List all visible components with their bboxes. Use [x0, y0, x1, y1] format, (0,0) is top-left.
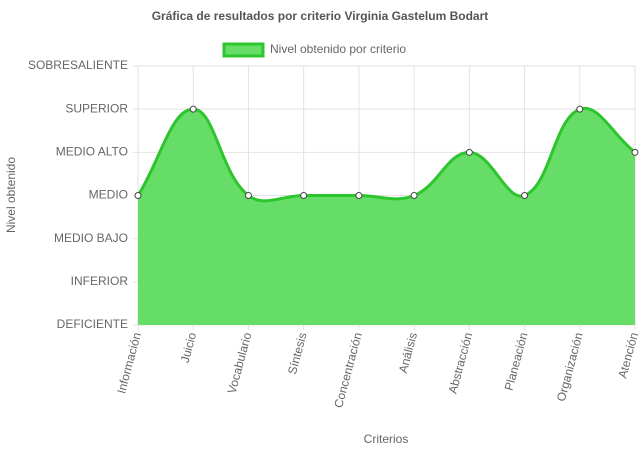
point	[189, 105, 197, 113]
x-tick-label: Vocabulario	[225, 331, 255, 396]
point	[521, 192, 529, 199]
x-tick-label: Organización	[554, 331, 586, 403]
point	[410, 192, 418, 199]
legend-swatch	[222, 42, 265, 58]
point	[300, 192, 308, 199]
x-axis-title: Criterios	[364, 432, 409, 446]
x-tick-label: Síntesis	[285, 331, 310, 376]
x-tick-label: Análisis	[396, 331, 420, 375]
x-tick-label: Información	[114, 331, 144, 395]
y-axis-title: Nivel obtenido	[4, 157, 18, 233]
x-tick-label: Atención	[615, 331, 639, 380]
x-tick-label: Concentración	[331, 331, 365, 409]
point	[465, 148, 473, 156]
x-tick-label: Planeación	[502, 331, 531, 392]
y-tick-label: SUPERIOR	[65, 101, 128, 115]
chart-title: Gráfica de resultados por criterio Virgi…	[152, 9, 489, 23]
y-tick-label: MEDIO BAJO	[54, 231, 128, 245]
area	[138, 108, 635, 325]
line	[136, 106, 636, 203]
y-tick-label: INFERIOR	[71, 274, 129, 288]
x-tick-label: Juicio	[178, 331, 200, 365]
point	[355, 192, 363, 199]
x-tick-label: Abstracción	[446, 331, 476, 395]
y-tick-label: SOBRESALIENTE	[28, 58, 128, 72]
y-tick-label: MEDIO	[89, 188, 128, 202]
y-tick-label: DEFICIENTE	[57, 317, 128, 331]
point	[576, 105, 584, 113]
point	[134, 192, 142, 199]
point	[244, 192, 252, 199]
legend-label: Nivel obtenido por criterio	[270, 42, 406, 56]
y-tick-label: MEDIO ALTO	[56, 145, 128, 159]
point	[631, 148, 639, 156]
